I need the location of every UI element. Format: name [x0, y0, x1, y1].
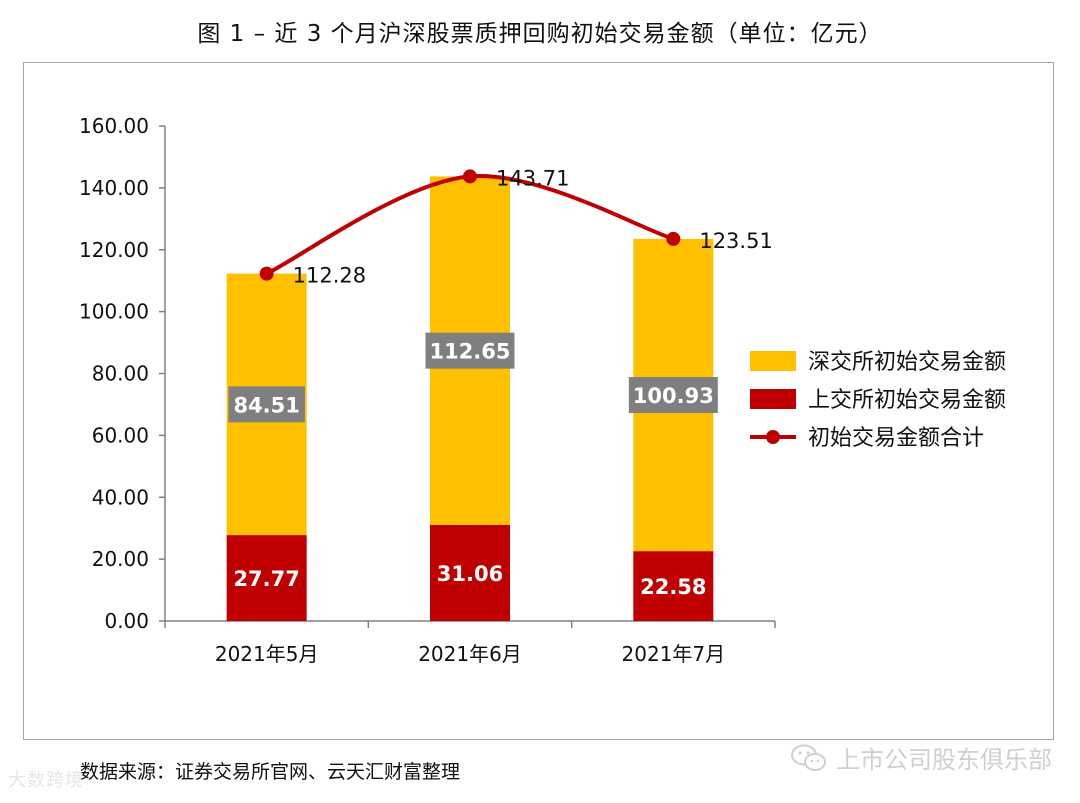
watermark-right-text: 上市公司股东俱乐部: [836, 746, 1052, 774]
y-tick-label: 20.00: [92, 547, 149, 571]
bar-sse: [226, 535, 307, 621]
total-point: [463, 169, 477, 184]
x-tick-label: 2021年5月: [215, 642, 319, 666]
legend-label-sse: 上交所初始交易金额: [808, 388, 1006, 413]
y-tick-label: 140.00: [79, 176, 149, 200]
legend-swatch-sse: [750, 389, 796, 409]
bar-sse: [430, 524, 510, 621]
data-label-sse: 27.77: [233, 567, 299, 591]
data-label-sse: 31.06: [437, 562, 503, 586]
total-label: 143.71: [496, 166, 569, 190]
chart-title: 图 1 – 近 3 个月沪深股票质押回购初始交易金额（单位：亿元）: [197, 21, 883, 47]
data-label-box: [228, 386, 305, 423]
wechat-icon: [791, 744, 826, 771]
data-label-box: [628, 377, 718, 414]
total-label: 112.28: [293, 264, 366, 288]
y-tick-label: 100.00: [79, 300, 149, 324]
y-tick-label: 40.00: [92, 485, 149, 509]
y-tick-label: 120.00: [79, 238, 149, 262]
data-label-box: [425, 332, 515, 369]
y-tick-label: 80.00: [92, 362, 149, 386]
total-point: [259, 266, 274, 281]
y-tick-label: 60.00: [92, 423, 149, 447]
x-tick-label: 2021年7月: [622, 642, 726, 666]
data-label-szse: 112.65: [429, 340, 510, 364]
y-tick-label: 160.00: [79, 114, 149, 138]
chart-frame: [23, 62, 1054, 740]
total-label: 123.51: [699, 229, 772, 253]
watermark-left: 大数跨境: [8, 770, 84, 791]
x-tick-label: 2021年6月: [418, 642, 522, 666]
legend-label-line: 初始交易金额合计: [808, 426, 984, 451]
data-label-sse: 22.58: [640, 575, 706, 599]
legend-swatch-szse: [750, 351, 796, 371]
legend-label-szse: 深交所初始交易金额: [808, 350, 1006, 375]
data-label-szse: 100.93: [633, 384, 714, 408]
watermark-right: 上市公司股东俱乐部: [790, 740, 1052, 775]
source-note: 数据来源：证券交易所官网、云天汇财富整理: [80, 761, 461, 783]
y-tick-label: 0.00: [104, 609, 149, 633]
legend-marker-line: [766, 430, 780, 444]
data-label-szse: 84.51: [233, 393, 299, 417]
total-point: [666, 231, 681, 246]
bar-sse: [633, 551, 714, 621]
